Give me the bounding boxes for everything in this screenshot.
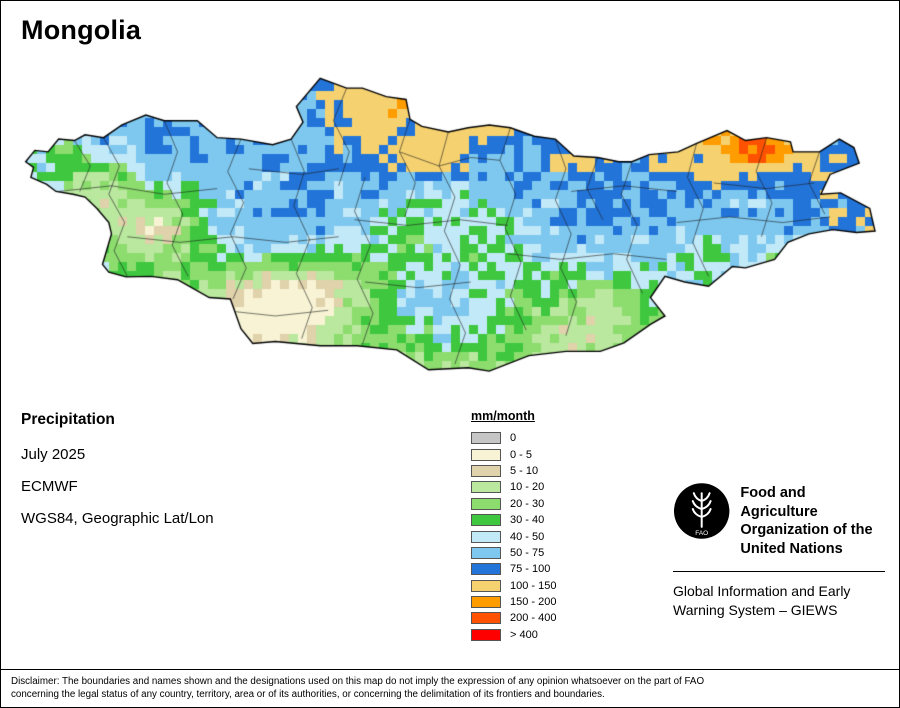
legend-label: 30 - 40 <box>510 514 545 527</box>
fao-org-line1: Food and Agriculture <box>740 485 818 520</box>
giews-caption: Global Information and Early Warning Sys… <box>673 582 885 620</box>
legend-swatch <box>471 514 501 527</box>
legend-rows: 0 0 - 5 5 - 10 10 - 20 20 - 30 30 - 40 40 - 50… <box>471 430 556 643</box>
page-title: Mongolia <box>21 15 142 45</box>
legend-row: 200 - 400 <box>471 610 556 626</box>
legend-row: 30 - 40 <box>471 512 556 528</box>
legend-row: 20 - 30 <box>471 496 556 512</box>
legend-label: 200 - 400 <box>510 612 557 625</box>
legend-swatch <box>471 579 501 592</box>
legend-swatch <box>471 530 501 543</box>
giews-line2: Warning System – GIEWS <box>673 602 838 618</box>
legend-row: 150 - 200 <box>471 594 556 610</box>
fao-logo-icon: FAO <box>673 483 730 539</box>
info-source: ECMWF <box>21 478 78 495</box>
legend-row: 75 - 100 <box>471 561 556 577</box>
legend-swatch <box>471 563 501 576</box>
legend-label: 40 - 50 <box>510 530 545 543</box>
legend-row: 5 - 10 <box>471 463 556 479</box>
legend-label: 5 - 10 <box>510 464 539 477</box>
disclaimer-line2: concerning the legal status of any count… <box>11 689 605 700</box>
legend-swatch <box>471 432 501 445</box>
giews-line1: Global Information and Early <box>673 583 851 599</box>
legend-row: 10 - 20 <box>471 479 556 495</box>
legend-label: 100 - 150 <box>510 579 557 592</box>
map-info-block: Precipitation July 2025 ECMWF WGS84, Geo… <box>21 411 214 542</box>
fao-divider <box>673 571 885 572</box>
legend-swatch <box>471 546 501 559</box>
info-heading: Precipitation <box>21 411 115 428</box>
fao-org-line2: Organization of the <box>740 522 873 538</box>
legend-row: 0 - 5 <box>471 446 556 462</box>
legend: mm/month 0 0 - 5 5 - 10 10 - 20 20 - 30 30 - … <box>471 409 556 643</box>
fao-org-name: Food and Agriculture Organization of the… <box>740 482 885 558</box>
fao-logo-text: FAO <box>695 530 708 537</box>
legend-label: > 400 <box>510 628 538 641</box>
info-date: July 2025 <box>21 446 86 463</box>
legend-row: > 400 <box>471 627 556 643</box>
legend-swatch <box>471 497 501 510</box>
legend-row: 100 - 150 <box>471 578 556 594</box>
mongolia-precipitation-raster-map <box>1 64 899 399</box>
legend-swatch <box>471 481 501 494</box>
legend-label: 150 - 200 <box>510 596 557 609</box>
legend-row: 40 - 50 <box>471 528 556 544</box>
legend-swatch <box>471 448 501 461</box>
fao-block: FAO Food and Agriculture Organization of… <box>673 482 885 620</box>
legend-label: 0 - 5 <box>510 448 533 461</box>
legend-swatch <box>471 628 501 641</box>
legend-label: 0 <box>510 432 517 445</box>
info-projection: WGS84, Geographic Lat/Lon <box>21 510 214 527</box>
disclaimer-line1: Disclaimer: The boundaries and names sho… <box>11 676 705 687</box>
fao-org-line3: United Nations <box>740 540 843 557</box>
legend-row: 0 <box>471 430 556 446</box>
legend-label: 50 - 75 <box>510 546 545 559</box>
legend-label: 10 - 20 <box>510 481 545 494</box>
legend-swatch <box>471 464 501 477</box>
legend-swatch <box>471 596 501 609</box>
disclaimer: Disclaimer: The boundaries and names sho… <box>1 669 899 707</box>
legend-label: 20 - 30 <box>510 497 545 510</box>
legend-row: 50 - 75 <box>471 545 556 561</box>
legend-label: 75 - 100 <box>510 563 551 576</box>
legend-swatch <box>471 612 501 625</box>
legend-title: mm/month <box>471 409 535 423</box>
